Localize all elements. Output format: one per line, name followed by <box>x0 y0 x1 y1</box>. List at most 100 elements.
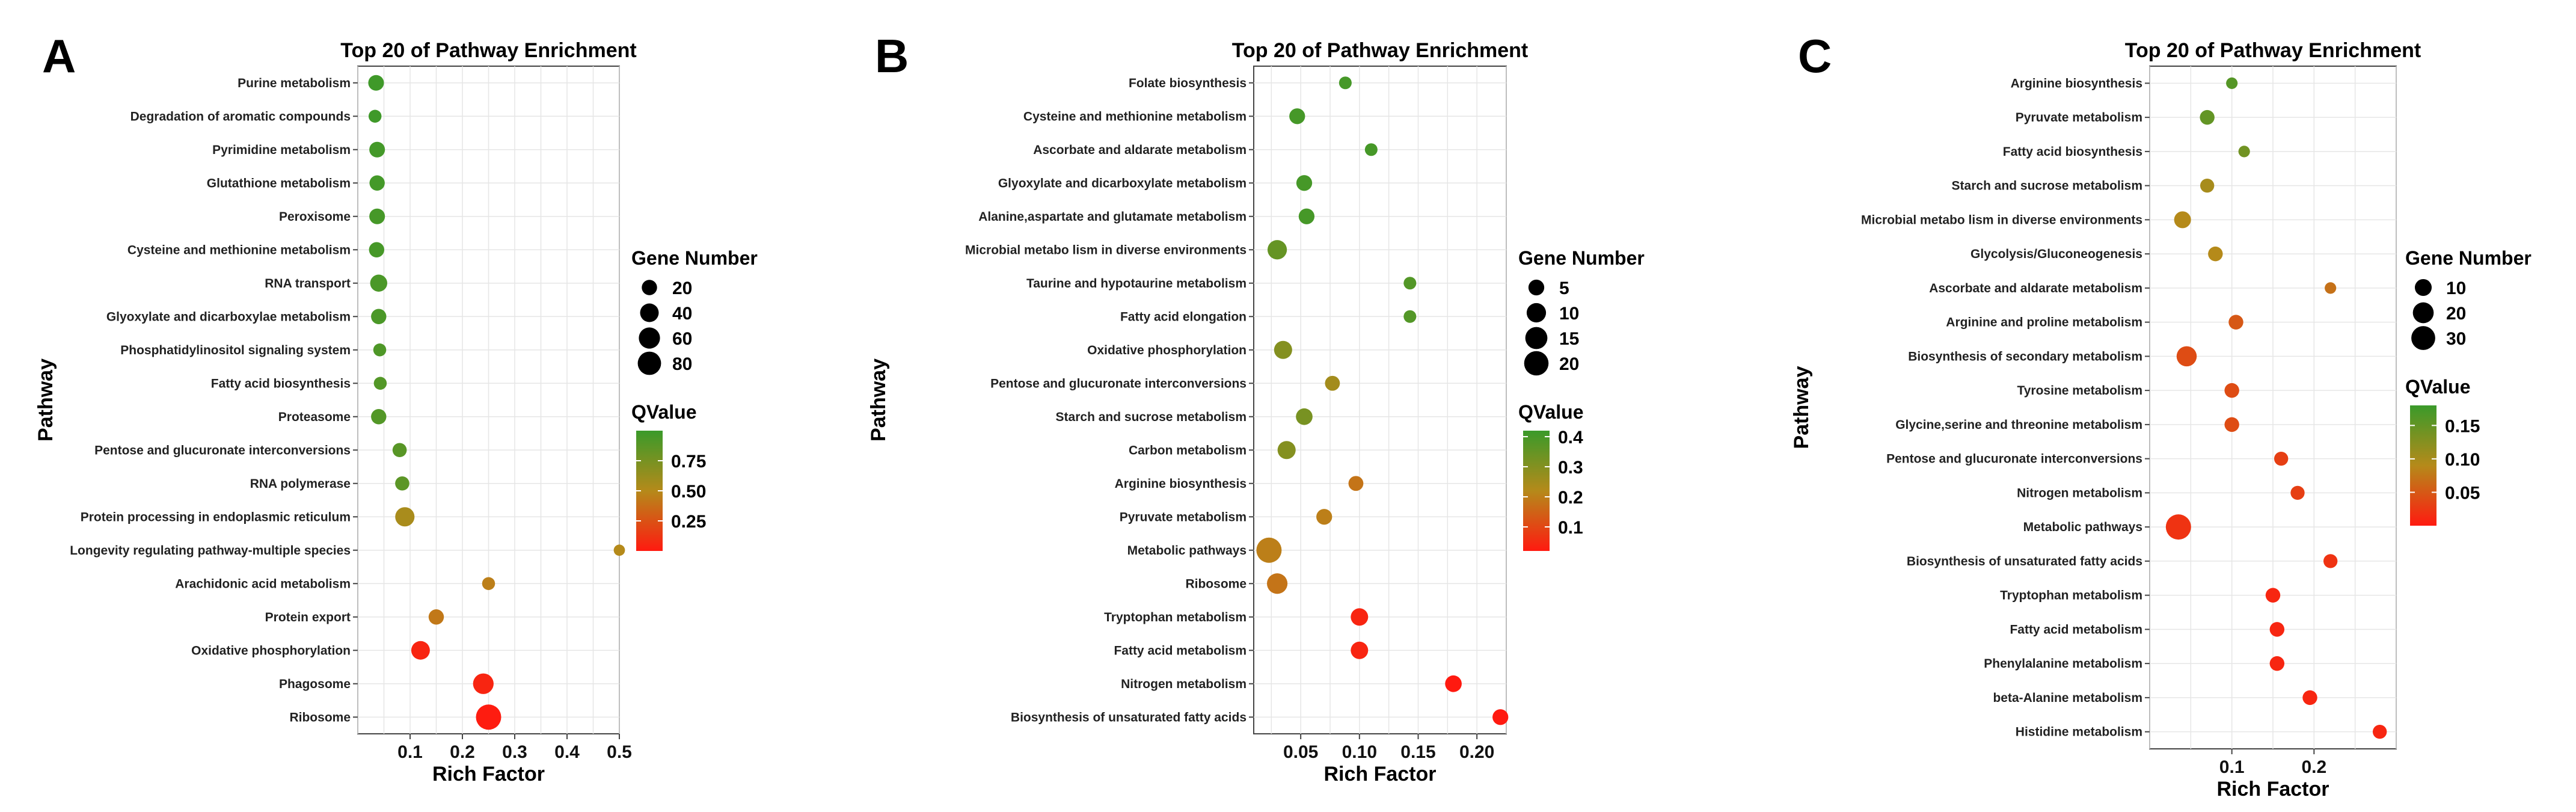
pathway-label: Arginine and proline metabolism <box>1946 316 2142 330</box>
x-tick-label: 0.10 <box>1342 742 1377 762</box>
qvalue-tick-label: 0.15 <box>2445 416 2480 436</box>
size-legend-label: 80 <box>672 354 692 374</box>
pathway-label: Biosynthesis of unsaturated fatty acids <box>1907 555 2142 568</box>
data-point <box>428 609 444 625</box>
chart-title: Top 20 of Pathway Enrichment <box>340 39 636 62</box>
data-point <box>395 476 409 491</box>
data-point <box>2174 211 2191 229</box>
x-tick-label: 0.4 <box>554 742 580 762</box>
data-point <box>2224 383 2239 398</box>
x-axis-label: Rich Factor <box>2216 778 2329 801</box>
data-point <box>373 343 387 357</box>
data-point <box>1339 76 1352 90</box>
chart-title: Top 20 of Pathway Enrichment <box>2125 39 2421 62</box>
data-point <box>1403 277 1417 290</box>
size-legend-label: 60 <box>672 329 692 349</box>
y-axis-label: Pathway <box>1790 366 1813 449</box>
data-point <box>2325 282 2337 294</box>
pathway-label: Tyrosine metabolism <box>2017 384 2142 398</box>
pathway-label: Pyrimidine metabolism <box>212 143 351 157</box>
panel-b: B Top 20 of Pathway Enrichment Folate bios… <box>867 29 1645 786</box>
pathway-label: Ribosome <box>289 710 351 724</box>
size-legend-key <box>642 280 657 295</box>
size-legend-key <box>640 303 659 322</box>
pathway-label: Nitrogen metabolism <box>1121 677 1247 691</box>
pathway-label: Purine metabolism <box>238 76 351 90</box>
pathway-label: Pentose and glucuronate interconversions <box>94 443 351 457</box>
x-tick-label: 0.15 <box>1400 742 1435 762</box>
data-point <box>482 577 495 590</box>
data-point <box>2323 554 2338 568</box>
pathway-label: Peroxisome <box>279 210 351 224</box>
size-legend-key <box>2414 278 2432 297</box>
panel-label: A <box>42 29 76 82</box>
data-point <box>2208 246 2223 262</box>
data-point <box>2165 514 2191 540</box>
plot-area <box>1253 66 1507 734</box>
data-point <box>2372 724 2387 739</box>
size-legend-label: 30 <box>2446 329 2466 349</box>
pathway-label: Fatty acid elongation <box>1120 310 1247 324</box>
data-point <box>1364 143 1378 156</box>
pathway-label: Ribosome <box>1185 577 1247 591</box>
size-legend-key <box>1526 303 1547 323</box>
pathway-label: Pentose and glucuronate interconversions <box>990 377 1247 390</box>
pathway-label: Degradation of aromatic compounds <box>130 109 351 123</box>
data-point <box>371 309 387 324</box>
pathway-label: Protein processing in endoplasmic reticu… <box>81 510 351 524</box>
pathway-label: Starch and sucrose metabolism <box>1056 410 1247 424</box>
data-point <box>476 704 501 730</box>
data-point <box>1403 310 1417 323</box>
qvalue-colorbar <box>2410 405 2436 526</box>
data-point <box>1351 641 1369 659</box>
pathway-label: Metabolic pathways <box>2023 520 2142 534</box>
data-point <box>1316 509 1332 525</box>
pathway-label: Phagosome <box>279 677 351 691</box>
pathway-label: Fatty acid metabolism <box>1114 644 1247 657</box>
pathway-label: Fatty acid metabolism <box>2010 623 2142 636</box>
data-point <box>2269 656 2285 671</box>
data-point <box>371 409 387 425</box>
data-point <box>369 175 385 191</box>
x-axis-label: Rich Factor <box>432 763 545 786</box>
data-point <box>473 673 494 694</box>
x-axis-label: Rich Factor <box>1323 763 1436 786</box>
data-point <box>2200 109 2215 125</box>
pathway-label: RNA transport <box>265 277 351 291</box>
data-point <box>411 641 430 660</box>
qvalue-tick-label: 0.25 <box>671 512 706 532</box>
pathway-label: Longevity regulating pathway-multiple sp… <box>70 544 351 558</box>
panel-c: C Top 20 of Pathway Enrichment Arginine bi… <box>1790 29 2532 801</box>
size-legend-label: 15 <box>1559 329 1579 349</box>
data-point <box>2302 690 2317 706</box>
qvalue-tick-label: 0.75 <box>671 452 706 472</box>
pathway-label: Tryptophan metabolism <box>2000 589 2142 603</box>
data-point <box>1445 675 1462 692</box>
pathway-label: Microbial metabo lism in diverse environ… <box>965 243 1247 257</box>
pathway-label: Glycine,serine and threonine metabolism <box>1895 418 2142 432</box>
data-point <box>2290 485 2305 500</box>
data-point <box>1267 240 1287 260</box>
x-tick-label: 0.1 <box>397 742 423 762</box>
data-point <box>2274 451 2289 466</box>
data-point <box>2265 588 2281 603</box>
pathway-label: Cysteine and methionine metabolism <box>127 243 351 257</box>
size-legend-label: 20 <box>672 278 692 298</box>
qvalue-tick-label: 0.2 <box>1558 488 1583 508</box>
pathway-label: Pyruvate metabolism <box>2016 111 2142 125</box>
size-legend-label: 40 <box>672 304 692 324</box>
qvalue-tick-label: 0.05 <box>2445 483 2480 503</box>
x-tick-label: 0.05 <box>1283 742 1318 762</box>
size-legend-key <box>1525 327 1548 349</box>
size-legend-key <box>1528 279 1545 296</box>
size-legend-key <box>1524 351 1549 376</box>
pathway-label: Biosynthesis of unsaturated fatty acids <box>1011 710 1247 724</box>
pathway-label: Ascorbate and aldarate metabolism <box>1929 281 2142 295</box>
panel-label: B <box>875 29 909 82</box>
pathway-label: Histidine metabolism <box>2016 725 2142 739</box>
qvalue-tick-label: 0.50 <box>671 482 706 502</box>
data-point <box>1351 608 1369 626</box>
pathway-label: Oxidative phosphorylation <box>191 644 351 657</box>
x-tick-label: 0.2 <box>450 742 475 762</box>
